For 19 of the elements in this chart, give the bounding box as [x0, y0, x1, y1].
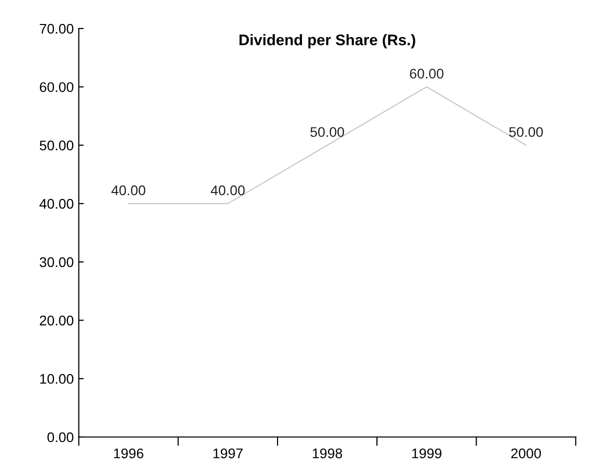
y-tick-label: 0.00 — [47, 432, 74, 442]
data-label: 40.00 — [210, 185, 245, 196]
y-tick-label: 20.00 — [40, 316, 74, 326]
y-tick-label: 70.00 — [40, 24, 74, 34]
x-tick-label: 1999 — [412, 448, 442, 458]
x-tick-label: 1996 — [114, 448, 144, 458]
data-label: 50.00 — [310, 127, 344, 137]
chart-title: Dividend per Share (Rs.) — [240, 34, 416, 48]
data-label: 40.00 — [111, 185, 146, 196]
y-tick-label: 10.00 — [40, 374, 74, 384]
x-tick-label: 1998 — [312, 448, 342, 458]
y-tick-label: 50.00 — [40, 140, 74, 150]
data-label: 50.00 — [509, 127, 543, 137]
data-label: 60.00 — [410, 68, 444, 79]
y-tick-label: 60.00 — [40, 82, 74, 92]
x-tick-label: 2000 — [511, 448, 541, 458]
y-tick-label: 40.00 — [39, 198, 74, 209]
x-tick-label: 1997 — [213, 448, 243, 458]
y-tick-label: 30.00 — [40, 257, 74, 268]
